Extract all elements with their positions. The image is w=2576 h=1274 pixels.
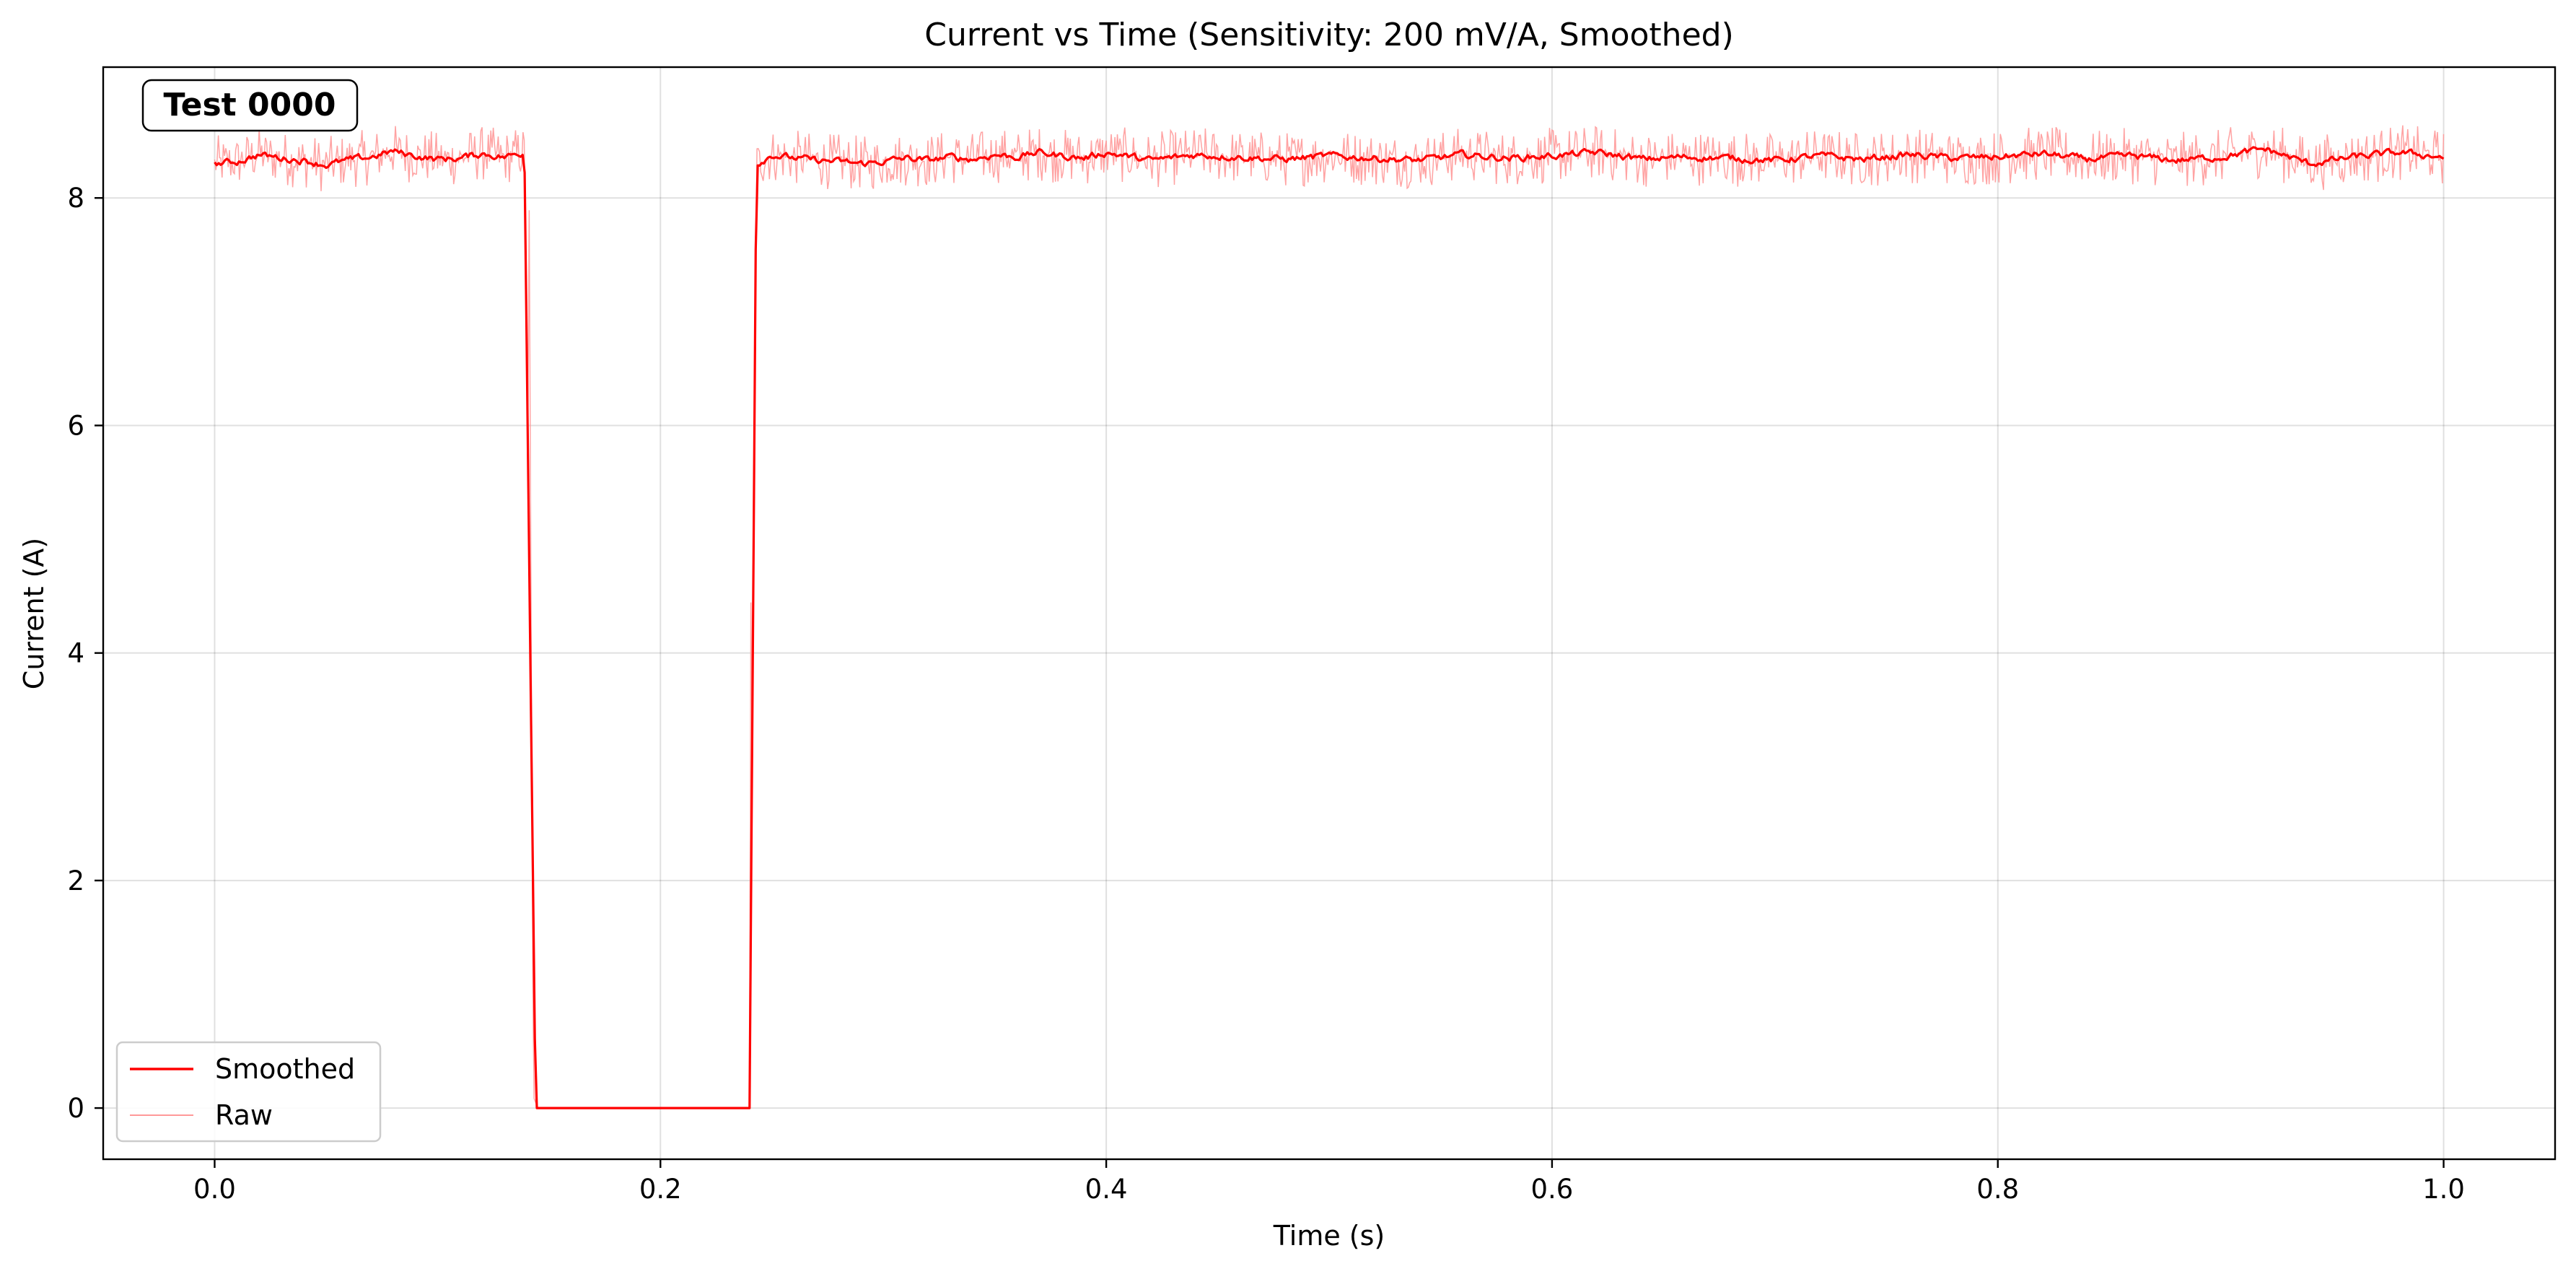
y-tick-label: 4 (67, 638, 84, 669)
x-tick-label: 0.0 (193, 1174, 236, 1205)
legend-frame (115, 1041, 382, 1143)
y-axis-label: Current (A) (18, 538, 50, 689)
y-tick-label: 2 (67, 865, 84, 896)
x-axis-label: Time (s) (1273, 1220, 1385, 1252)
ticks: 0.0 0.2 0.4 0.6 0.8 1.0 0 2 4 6 8 (67, 183, 2465, 1205)
plot-frame (102, 66, 2557, 1161)
plot-area (103, 67, 2555, 1159)
x-tick-label: 0.4 (1085, 1174, 1128, 1205)
smoothed-series-line (214, 146, 2445, 1109)
x-tick-label: 1.0 (2422, 1174, 2465, 1205)
legend: Smoothed Raw (115, 1041, 382, 1143)
series-layer (214, 125, 2445, 1109)
annotation-text: Test 0000 (163, 87, 336, 123)
annotation-frame (141, 79, 359, 132)
annotation-box: Test 0000 (141, 79, 359, 132)
y-tick-label: 8 (67, 183, 84, 214)
x-tick-label: 0.6 (1530, 1174, 1573, 1205)
x-tick-label: 0.2 (639, 1174, 682, 1205)
y-tick-label: 0 (67, 1093, 84, 1124)
legend-label-smoothed: Smoothed (215, 1053, 355, 1085)
grid-lines (103, 67, 2555, 1159)
chart-title: Current vs Time (Sensitivity: 200 mV/A, … (924, 17, 1733, 53)
y-tick-label: 6 (67, 410, 84, 441)
x-tick-label: 0.8 (1976, 1174, 2019, 1205)
legend-label-raw: Raw (215, 1099, 273, 1131)
